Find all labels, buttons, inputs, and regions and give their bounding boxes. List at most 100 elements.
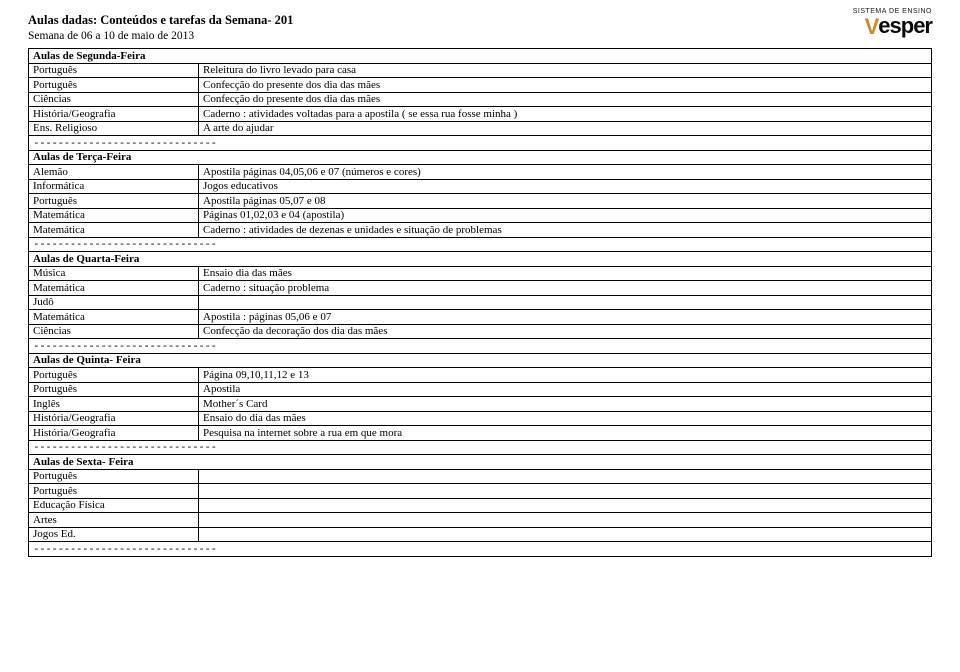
subject-cell: Alemão	[29, 165, 199, 180]
table-row: PortuguêsConfecção do presente dos dia d…	[29, 78, 932, 93]
subject-cell: Educação Física	[29, 498, 199, 513]
table-row: AlemãoApostila páginas 04,05,06 e 07 (nú…	[29, 165, 932, 180]
subject-cell: Matemática	[29, 223, 199, 238]
content-cell: Caderno : situação problema	[199, 281, 932, 296]
subject-cell: Jogos Ed.	[29, 527, 199, 542]
table-row: PortuguêsApostila páginas 05,07 e 08	[29, 194, 932, 209]
content-cell: Caderno : atividades voltadas para a apo…	[199, 107, 932, 122]
table-row: MatemáticaCaderno : situação problema	[29, 281, 932, 296]
table-row: Educação Física	[29, 498, 932, 513]
subject-cell: Português	[29, 382, 199, 397]
table-row: História/GeografiaCaderno : atividades v…	[29, 107, 932, 122]
content-cell	[199, 513, 932, 528]
subject-cell: Matemática	[29, 208, 199, 223]
table-row: CiênciasConfecção da decoração dos dia d…	[29, 324, 932, 339]
table-row: História/GeografiaEnsaio do dia das mães	[29, 411, 932, 426]
content-cell: Apostila páginas 04,05,06 e 07 (números …	[199, 165, 932, 180]
content-cell: Apostila páginas 05,07 e 08	[199, 194, 932, 209]
subject-cell: Matemática	[29, 310, 199, 325]
content-cell: Apostila : páginas 05,06 e 07	[199, 310, 932, 325]
content-cell: Caderno : atividades de dezenas e unidad…	[199, 223, 932, 238]
content-cell: Apostila	[199, 382, 932, 397]
content-cell: Pesquisa na internet sobre a rua em que …	[199, 426, 932, 441]
separator-cell: ------------------------------	[29, 339, 932, 354]
section-title: Aulas de Segunda-Feira	[29, 49, 932, 64]
table-row: Judô	[29, 295, 932, 310]
content-cell	[199, 498, 932, 513]
content-cell: Ensaio do dia das mães	[199, 411, 932, 426]
section-header-row: Aulas de Segunda-Feira	[29, 49, 932, 64]
table-row: Ens. ReligiosoA arte do ajudar	[29, 121, 932, 136]
section-title: Aulas de Sexta- Feira	[29, 455, 932, 470]
section-header-row: Aulas de Terça-Feira	[29, 150, 932, 165]
separator-row: ------------------------------	[29, 440, 932, 455]
subject-cell: Ciências	[29, 324, 199, 339]
table-row: PortuguêsReleitura do livro levado para …	[29, 63, 932, 78]
page-subtitle: Semana de 06 a 10 de maio de 2013	[28, 29, 293, 45]
content-cell	[199, 484, 932, 499]
subject-cell: Ens. Religioso	[29, 121, 199, 136]
section-title: Aulas de Quinta- Feira	[29, 353, 932, 368]
subject-cell: Português	[29, 368, 199, 383]
table-row: História/GeografiaPesquisa na internet s…	[29, 426, 932, 441]
subject-cell: Música	[29, 266, 199, 281]
subject-cell: Português	[29, 194, 199, 209]
section-title: Aulas de Terça-Feira	[29, 150, 932, 165]
separator-cell: ------------------------------	[29, 440, 932, 455]
content-cell: Confecção da decoração dos dia das mães	[199, 324, 932, 339]
content-cell: Jogos educativos	[199, 179, 932, 194]
content-cell	[199, 295, 932, 310]
subject-cell: História/Geografia	[29, 426, 199, 441]
separator-cell: ------------------------------	[29, 237, 932, 252]
separator-row: ------------------------------	[29, 237, 932, 252]
subject-cell: Inglês	[29, 397, 199, 412]
section-title: Aulas de Quarta-Feira	[29, 252, 932, 267]
content-cell: Confecção do presente dos dia das mães	[199, 92, 932, 107]
separator-row: ------------------------------	[29, 136, 932, 151]
subject-cell: Ciências	[29, 92, 199, 107]
subject-cell: História/Geografia	[29, 107, 199, 122]
content-cell: Ensaio dia das mães	[199, 266, 932, 281]
subject-cell: Português	[29, 63, 199, 78]
separator-row: ------------------------------	[29, 339, 932, 354]
table-row: MatemáticaCaderno : atividades de dezena…	[29, 223, 932, 238]
page-header: Aulas dadas: Conteúdos e tarefas da Sema…	[28, 12, 932, 44]
table-row: Artes	[29, 513, 932, 528]
content-cell: Páginas 01,02,03 e 04 (apostila)	[199, 208, 932, 223]
content-cell	[199, 469, 932, 484]
content-cell: Confecção do presente dos dia das mães	[199, 78, 932, 93]
table-row: MatemáticaPáginas 01,02,03 e 04 (apostil…	[29, 208, 932, 223]
subject-cell: História/Geografia	[29, 411, 199, 426]
table-row: CiênciasConfecção do presente dos dia da…	[29, 92, 932, 107]
header-text-block: Aulas dadas: Conteúdos e tarefas da Sema…	[28, 12, 293, 44]
section-header-row: Aulas de Quarta-Feira	[29, 252, 932, 267]
content-cell: Página 09,10,11,12 e 13	[199, 368, 932, 383]
content-cell: A arte do ajudar	[199, 121, 932, 136]
separator-row: ------------------------------	[29, 542, 932, 557]
separator-cell: ------------------------------	[29, 542, 932, 557]
separator-cell: ------------------------------	[29, 136, 932, 151]
table-row: MatemáticaApostila : páginas 05,06 e 07	[29, 310, 932, 325]
subject-cell: Judô	[29, 295, 199, 310]
subject-cell: Português	[29, 484, 199, 499]
subject-cell: Informática	[29, 179, 199, 194]
logo-brand-name: Vesper	[853, 15, 932, 37]
logo-rest: esper	[878, 13, 932, 38]
subject-cell: Português	[29, 469, 199, 484]
table-row: PortuguêsPágina 09,10,11,12 e 13	[29, 368, 932, 383]
table-row: PortuguêsApostila	[29, 382, 932, 397]
content-cell: Mother´s Card	[199, 397, 932, 412]
section-header-row: Aulas de Quinta- Feira	[29, 353, 932, 368]
table-row: Português	[29, 484, 932, 499]
section-header-row: Aulas de Sexta- Feira	[29, 455, 932, 470]
table-row: InglêsMother´s Card	[29, 397, 932, 412]
page-title: Aulas dadas: Conteúdos e tarefas da Sema…	[28, 12, 293, 29]
schedule-table: Aulas de Segunda-FeiraPortuguêsReleitura…	[28, 48, 932, 557]
subject-cell: Matemática	[29, 281, 199, 296]
content-cell: Releitura do livro levado para casa	[199, 63, 932, 78]
table-row: Português	[29, 469, 932, 484]
subject-cell: Artes	[29, 513, 199, 528]
content-cell	[199, 527, 932, 542]
table-row: InformáticaJogos educativos	[29, 179, 932, 194]
subject-cell: Português	[29, 78, 199, 93]
